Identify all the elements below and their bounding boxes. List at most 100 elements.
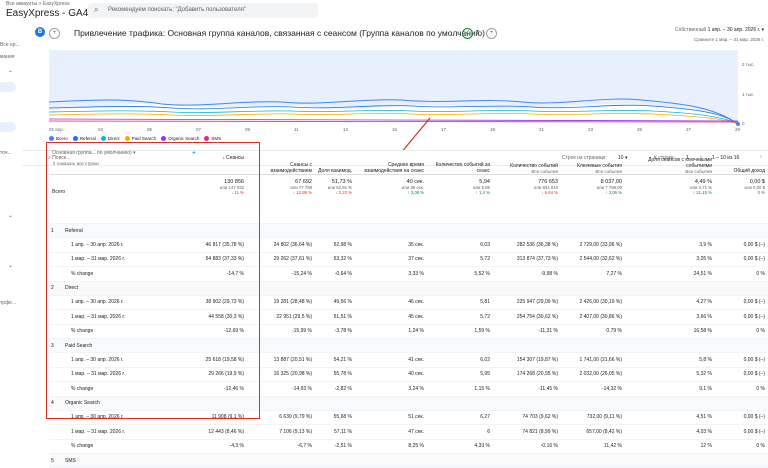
chevron-down-icon[interactable]: ⌄ [8, 263, 14, 269]
chevron-down-icon[interactable]: ⌄ [8, 213, 14, 219]
total-change: ↑ 21,15 % [692, 190, 712, 195]
property-selector[interactable]: EasyXpress - GA4 ▾ [6, 8, 94, 19]
table-cell: 3,05 % [625, 252, 715, 267]
col-header-key-events[interactable]: Ключевые события Все события [561, 142, 625, 175]
table-cell: 46 сек. [355, 295, 427, 310]
y-tick-label: 1 тыс. [742, 92, 755, 97]
table-cell: 3,66 % [625, 309, 715, 325]
legend-swatch [204, 136, 210, 142]
table-cell: 35 сек. [355, 237, 427, 253]
group-row[interactable]: 5 SMS [49, 453, 768, 468]
sidebar-selected-item-2[interactable] [0, 122, 16, 132]
legend-item[interactable]: SMS [199, 136, 221, 142]
col-header-filter[interactable]: Все события [685, 169, 712, 174]
table-cell: 0,00 $ (–) [715, 237, 768, 253]
row-label: 1 мар. – 31 мар. 2026 г. [49, 424, 199, 440]
sidebar-selected-item[interactable] [0, 82, 16, 92]
table-cell: 52,98 % [315, 237, 355, 253]
add-comparison-icon[interactable]: + [49, 28, 60, 39]
table-cell: 7 106 (9,13 %) [247, 424, 315, 440]
legend-label: Direct [107, 136, 120, 141]
table-cell: 38 902 (29,73 %) [199, 295, 247, 310]
table-row: 1 мар. – 31 мар. 2026 г. 29 266 (19,9 %) 1… [49, 367, 768, 382]
total-label: Всего [49, 174, 199, 224]
col-header-sessions[interactable]: ↓ Сеансы [199, 142, 247, 175]
group-number: 5 [51, 457, 54, 464]
total-change: ↓ 11 % [231, 190, 244, 195]
total-compare-value: или 5,86 [473, 185, 490, 190]
legend-swatch [100, 136, 106, 142]
col-header-total-revenue[interactable]: Общий доход [715, 142, 768, 175]
col-header-event-count[interactable]: Количество событий Все события [493, 142, 561, 175]
total-value: 40 сек. [406, 179, 424, 185]
col-header-filter[interactable]: Все события [595, 169, 622, 174]
table-cell: -2,51 % [315, 439, 355, 454]
legend-item[interactable]: Direct [96, 136, 120, 142]
group-row[interactable]: 4 Organic Search [49, 396, 768, 411]
table-cell: 12 443 (8,46 %) [199, 424, 247, 440]
dimension-select[interactable]: Основная группа... по умолчанию) ▾ [52, 149, 136, 156]
total-row: Всего 130 856 или 147 032 ↓ 11 % 67 692 или 7… [49, 174, 768, 224]
col-header-events-per-session[interactable]: Количество событий за сеанс [427, 142, 493, 175]
y-tick-label: 0 [742, 121, 745, 126]
group-row[interactable]: 2 Direct [49, 281, 768, 296]
search-placeholder: Рекомендуем поискать: "Добавить пользова… [108, 7, 246, 13]
sidebar-item-0[interactable]: Все ер... [0, 42, 20, 48]
col-header-engaged-sessions[interactable]: Сеансы с взаимодействием [247, 142, 315, 175]
chart-area-fill [49, 50, 738, 125]
account-breadcrumb[interactable]: Все аккаунты > EasyXpress [6, 1, 70, 7]
table-cell: 254 754 (30,62 %) [493, 309, 561, 325]
y-tick-label: 2 тыс. [742, 62, 755, 67]
sidebar-item-6[interactable]: точ... [0, 150, 12, 156]
col-header-key-event-rate[interactable]: Доля сеансов с ключевыми событиями Все со… [625, 142, 715, 175]
add-dimension-icon[interactable]: + [191, 149, 196, 157]
group-number: 1 [51, 227, 54, 234]
sidebar-item-9[interactable]: трфе... [0, 300, 17, 306]
total-value: 0,00 $ [749, 179, 765, 185]
group-row[interactable]: 1 Referral [49, 223, 768, 238]
search-icon: ⌕ [94, 5, 99, 14]
check-icon[interactable]: ✓ [462, 28, 473, 39]
x-tick-label: 29 [735, 127, 741, 132]
total-cell: 51,73 % или 52,91 % ↓ 2,23 % [315, 174, 355, 224]
table-cell: 2 426,00 (30,19 %) [561, 295, 625, 310]
table-cell: 6,27 [427, 410, 493, 425]
row-label: % change [49, 266, 199, 282]
date-range-picker[interactable]: Собственный 1 апр. – 30 апр. 2026 г. ▾ [675, 27, 764, 33]
comparison-badge[interactable]: B [35, 27, 45, 37]
group-cell: 5 SMS [49, 453, 768, 468]
legend-item[interactable]: Всего [44, 136, 68, 142]
search-input[interactable]: ⌕ Рекомендуем поискать: "Добавить пользо… [88, 3, 318, 18]
total-change: ↓ 6,64 % [541, 190, 558, 195]
table-cell: 5,52 % [427, 266, 493, 282]
col-header-avg-engagement-time[interactable]: Среднее время взаимодействия на сеанс [355, 142, 427, 175]
table-cell: 5,72 [427, 252, 493, 267]
table-cell: 46 817 (35,78 %) [199, 237, 247, 253]
chevron-up-icon[interactable]: ⌃ [8, 71, 14, 77]
x-tick-label: 17 [441, 127, 447, 132]
row-label: 1 апр. – 30 апр. 2026 г. [49, 410, 199, 425]
legend-item[interactable]: Referral [68, 136, 96, 142]
group-row[interactable]: 3 Paid Search [49, 338, 768, 353]
table-cell: 5,95 [427, 367, 493, 382]
legend-item[interactable]: Paid Search [120, 136, 156, 142]
table-row: % change -12,69 % -15,99 % -3,78 % 1,24 % 1,5… [49, 324, 768, 339]
table-cell: -14,7 % [199, 266, 247, 282]
col-header-engagement-rate[interactable]: Доля взаимод. [315, 142, 355, 175]
add-icon[interactable]: + [486, 28, 497, 39]
table-cell: 13 887 (20,51 %) [247, 352, 315, 368]
row-label: 1 мар. – 31 мар. 2026 г. [49, 309, 199, 325]
total-change: ↑ 1,4 % [475, 190, 490, 195]
row-label: 1 апр. – 30 апр. 2026 г. [49, 352, 199, 368]
legend-item[interactable]: Organic Search [156, 136, 199, 142]
sidebar-item-1[interactable]: мания [0, 54, 15, 60]
table-cell: 657,00 (8,42 %) [561, 424, 625, 440]
table-cell: 19 281 (28,48 %) [247, 295, 315, 310]
col-header-filter[interactable]: Все события [531, 169, 558, 174]
x-tick-label: 05 [147, 127, 153, 132]
chevron-down-icon[interactable]: ▾ [475, 29, 479, 35]
total-cell: 4,49 % или 3,71 % ↑ 21,15 % [625, 174, 715, 224]
total-value: 4,49 % [694, 179, 712, 185]
total-change: ↓ 2,23 % [335, 190, 352, 195]
show-all-rows[interactable]: ⇕ показать все строки [52, 160, 99, 166]
